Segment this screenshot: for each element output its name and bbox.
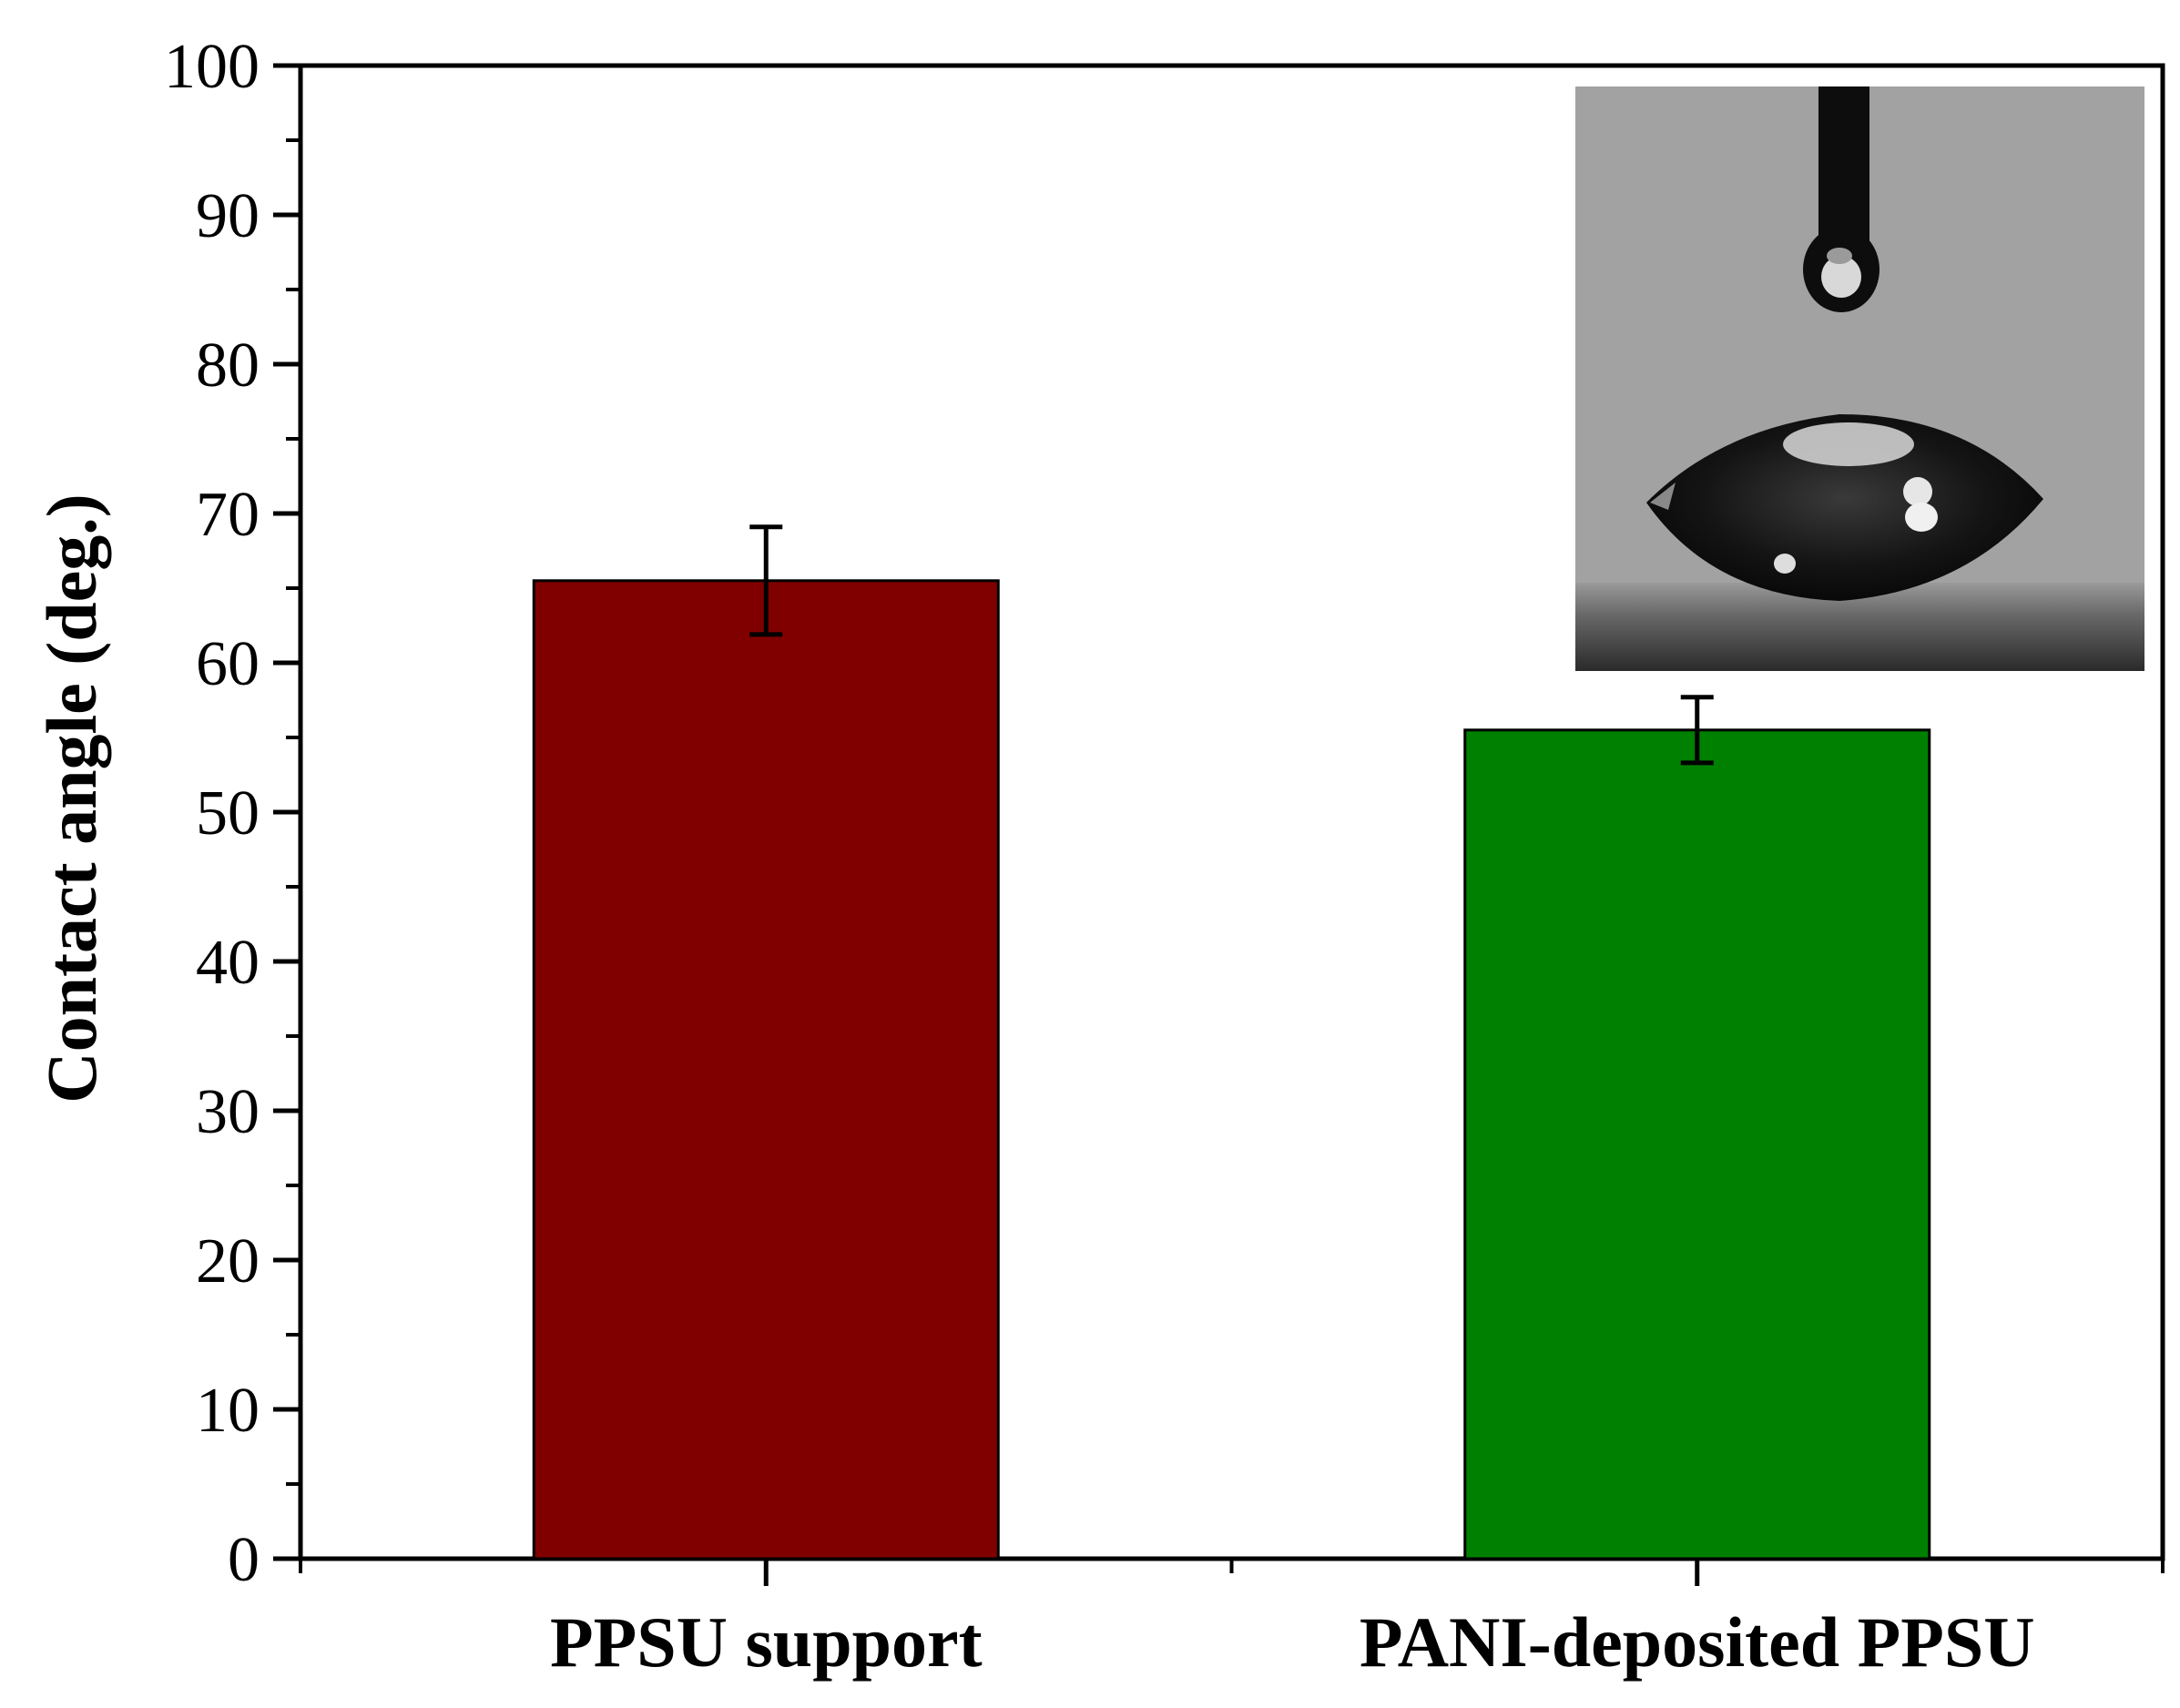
y-tick-label: 40 [196, 928, 260, 998]
y-axis-title: Contact angle (deg.) [32, 493, 111, 1103]
x-tick-label: PPSU support [550, 1602, 983, 1682]
y-axis: 0 10 20 30 40 50 60 70 80 90 100 [164, 32, 301, 1595]
bar-series [532, 579, 1931, 1561]
y-tick-label: 90 [196, 181, 260, 251]
bar [1463, 728, 1931, 1561]
y-tick-label: 20 [196, 1226, 260, 1296]
y-tick-label: 10 [196, 1376, 260, 1446]
y-tick-label: 70 [196, 480, 260, 550]
error-bars [749, 524, 1714, 766]
y-tick-label: 0 [228, 1525, 260, 1595]
droplet-inset-image [1575, 86, 2144, 671]
y-tick-label: 50 [196, 778, 260, 849]
x-axis: PPSU support PANI-deposited PPSU [299, 1559, 2165, 1682]
bar [532, 579, 1000, 1561]
y-tick-label: 100 [164, 32, 260, 102]
y-tick-label: 60 [196, 629, 260, 699]
y-tick-label: 80 [196, 330, 260, 401]
x-tick-label: PANI-deposited PPSU [1360, 1602, 2035, 1682]
y-tick-label: 30 [196, 1077, 260, 1147]
